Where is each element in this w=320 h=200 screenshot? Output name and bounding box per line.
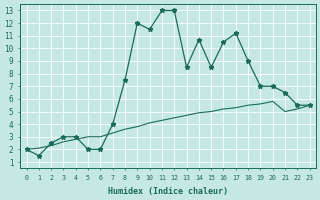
X-axis label: Humidex (Indice chaleur): Humidex (Indice chaleur): [108, 187, 228, 196]
